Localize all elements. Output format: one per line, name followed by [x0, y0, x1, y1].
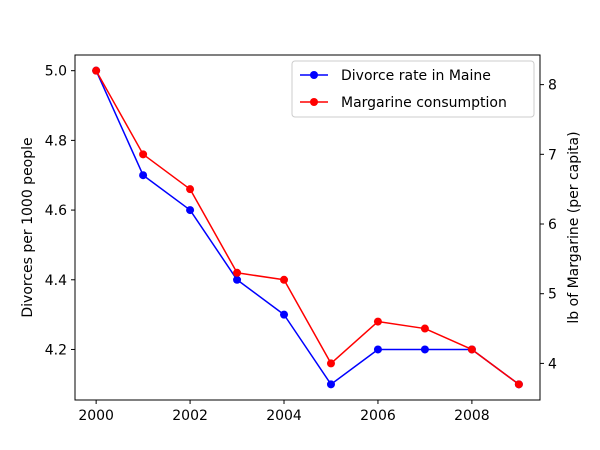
- legend: Divorce rate in Maine Margarine consumpti…: [291, 60, 535, 118]
- y-left-tick-label: 4.8: [45, 133, 67, 149]
- data-point-series-1-2002: [186, 206, 195, 215]
- data-point-series-2-2000: [92, 66, 101, 75]
- x-tick-label: 2004: [266, 408, 302, 424]
- data-point-series-2-2009: [514, 380, 523, 389]
- x-tick-label: 2006: [360, 408, 396, 424]
- data-point-series-1-2004: [280, 310, 289, 319]
- data-point-series-2-2005: [326, 359, 335, 368]
- series-line-2: [95, 70, 520, 385]
- series-layer: [92, 66, 523, 389]
- y-right-tick-label: 8: [548, 78, 557, 94]
- y-right-tick-label: 6: [548, 217, 557, 233]
- data-point-series-1-2006: [373, 345, 382, 354]
- x-tick-label: 2008: [454, 408, 490, 424]
- legend-marker-series-2: [310, 98, 318, 106]
- y-left-axis-label: Divorces per 1000 people: [20, 137, 36, 317]
- axes-layer: 2000 2002 2004 2006 2008 4.2 4.4 4.6 4.8 5.0 4 5 6 7 8…: [20, 54, 582, 424]
- data-point-series-2-2003: [233, 268, 242, 277]
- y-left-tick-label: 4.2: [45, 342, 67, 358]
- data-point-series-2-2004: [280, 275, 289, 284]
- data-point-series-2-2007: [420, 324, 429, 333]
- legend-marker-series-1: [310, 71, 318, 79]
- x-tick-label: 2002: [172, 408, 208, 424]
- legend-label-series-2: Margarine consumption: [341, 95, 507, 111]
- data-point-series-2-2008: [467, 345, 476, 354]
- legend-label-series-1: Divorce rate in Maine: [341, 68, 491, 84]
- y-right-tick-label: 5: [548, 287, 557, 303]
- y-left-tick-label: 4.6: [45, 203, 67, 219]
- legend-box: [291, 60, 535, 118]
- plot-frame: [74, 54, 541, 401]
- data-point-series-1-2005: [326, 380, 335, 389]
- data-point-series-2-2002: [186, 185, 195, 194]
- data-point-series-1-2001: [139, 171, 148, 180]
- y-right-tick-label: 7: [548, 147, 557, 163]
- y-left-tick-label: 5.0: [45, 64, 67, 80]
- y-right-axis-label: lb of Margarine (per capita): [566, 131, 582, 323]
- series-line-1: [95, 70, 520, 386]
- data-point-series-2-2001: [139, 150, 148, 159]
- data-point-series-1-2007: [420, 345, 429, 354]
- x-tick-label: 2000: [78, 408, 114, 424]
- y-left-tick-label: 4.4: [45, 273, 67, 289]
- data-point-series-2-2006: [373, 317, 382, 326]
- y-right-tick-label: 4: [548, 356, 557, 372]
- data-point-series-1-2003: [233, 275, 242, 284]
